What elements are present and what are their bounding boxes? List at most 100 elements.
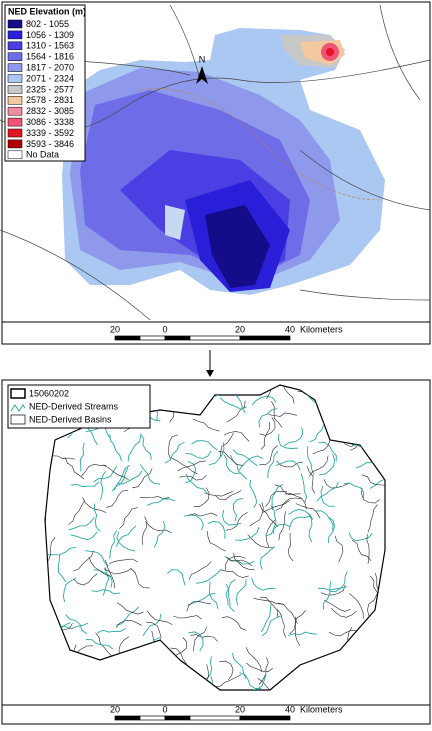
basin-boundary [284, 493, 307, 510]
stream [208, 581, 219, 609]
basin-boundary [275, 497, 302, 511]
basin-boundary [223, 431, 250, 442]
stream [142, 613, 162, 637]
basin-boundary [168, 434, 178, 460]
legend-symbol [10, 404, 26, 412]
stream [97, 628, 126, 634]
flow-arrow [206, 350, 214, 377]
basin-boundary [367, 504, 378, 533]
stream [146, 498, 176, 506]
basin-boundary [186, 601, 212, 612]
stream [57, 554, 67, 583]
legend-title: NED Elevation (m) [8, 6, 86, 16]
stream [79, 442, 85, 472]
basin-boundary [95, 632, 113, 657]
stream [249, 479, 258, 508]
stream [265, 523, 291, 537]
stream [139, 464, 161, 485]
stream [250, 669, 267, 690]
stream [116, 470, 143, 485]
stream [320, 485, 336, 507]
basin-boundary [188, 561, 212, 580]
stream [109, 530, 118, 559]
scale-segment [164, 335, 191, 341]
basin-boundary [323, 599, 351, 612]
scale-label: 0 [162, 704, 167, 714]
legend-label: No Data [26, 150, 59, 160]
legend-label: 3593 - 3846 [26, 139, 74, 149]
basin-boundary [214, 674, 242, 688]
legend-label: 3339 - 3592 [26, 128, 74, 138]
stream [195, 568, 222, 584]
stream [164, 441, 185, 464]
basin-boundary [192, 418, 220, 432]
basin-boundary [219, 660, 234, 680]
stream [47, 546, 76, 556]
basin-boundary [278, 511, 286, 541]
basin-boundary [287, 532, 294, 562]
basin-boundary [218, 451, 244, 466]
stream [328, 516, 336, 543]
legend-swatch [7, 150, 23, 160]
basin-boundary [45, 537, 56, 564]
basin-boundary [105, 560, 115, 589]
basin-boundary [249, 502, 264, 527]
basin-boundary [73, 573, 98, 586]
stream [102, 567, 110, 596]
basin-boundary [366, 534, 370, 564]
stream [100, 471, 106, 500]
basin-boundary [253, 598, 283, 605]
legend-swatch [7, 63, 23, 72]
basin-boundary [265, 491, 288, 507]
basin-boundary [233, 552, 255, 571]
stream [202, 656, 213, 684]
stream [65, 614, 88, 635]
basin-boundary [207, 530, 226, 552]
stream [315, 510, 334, 531]
basin-boundary [146, 621, 162, 644]
scale-segment [189, 715, 241, 721]
legend-label: NED-Derived Streams [29, 401, 119, 411]
basin-boundary [146, 610, 173, 625]
north-arrow: N [196, 54, 208, 84]
basin-boundary [171, 458, 198, 475]
stream [85, 550, 109, 567]
basin-boundary [265, 519, 276, 548]
stream [275, 460, 301, 471]
legend-symbol [10, 388, 26, 399]
stream [288, 631, 317, 637]
basin-boundary [177, 460, 206, 472]
basin-boundary [245, 662, 273, 673]
legend-label: NED-Derived Basins [29, 414, 112, 424]
stream [300, 473, 308, 503]
legend-label: 2832 - 3085 [26, 106, 74, 116]
basin-boundary [279, 385, 295, 404]
basin-boundary [259, 417, 276, 436]
basin-boundary [262, 500, 290, 513]
stream [230, 454, 248, 480]
basin-boundary [115, 620, 143, 628]
scale-label: 20 [110, 324, 120, 334]
legend-label: 1564 - 1816 [26, 52, 74, 62]
stream [116, 531, 136, 552]
basin-boundary [103, 568, 132, 575]
stream [111, 467, 129, 492]
scale-label: 40 [285, 704, 295, 714]
basin-boundary [141, 516, 148, 545]
stream [288, 515, 312, 531]
basin-boundary [312, 434, 331, 455]
legend-symbol [10, 414, 26, 425]
stream [127, 435, 142, 462]
basin-boundary [204, 491, 233, 497]
stream [251, 395, 277, 406]
basin-boundary [130, 568, 150, 589]
stream [235, 526, 260, 541]
basin-boundary [116, 602, 144, 615]
basin-legend [7, 384, 151, 429]
scale-label: 20 [235, 324, 245, 334]
stream [70, 481, 100, 487]
basin-boundary [225, 556, 246, 571]
stream [222, 509, 242, 526]
legend-swatch [7, 41, 23, 51]
basin-boundary [139, 496, 170, 499]
